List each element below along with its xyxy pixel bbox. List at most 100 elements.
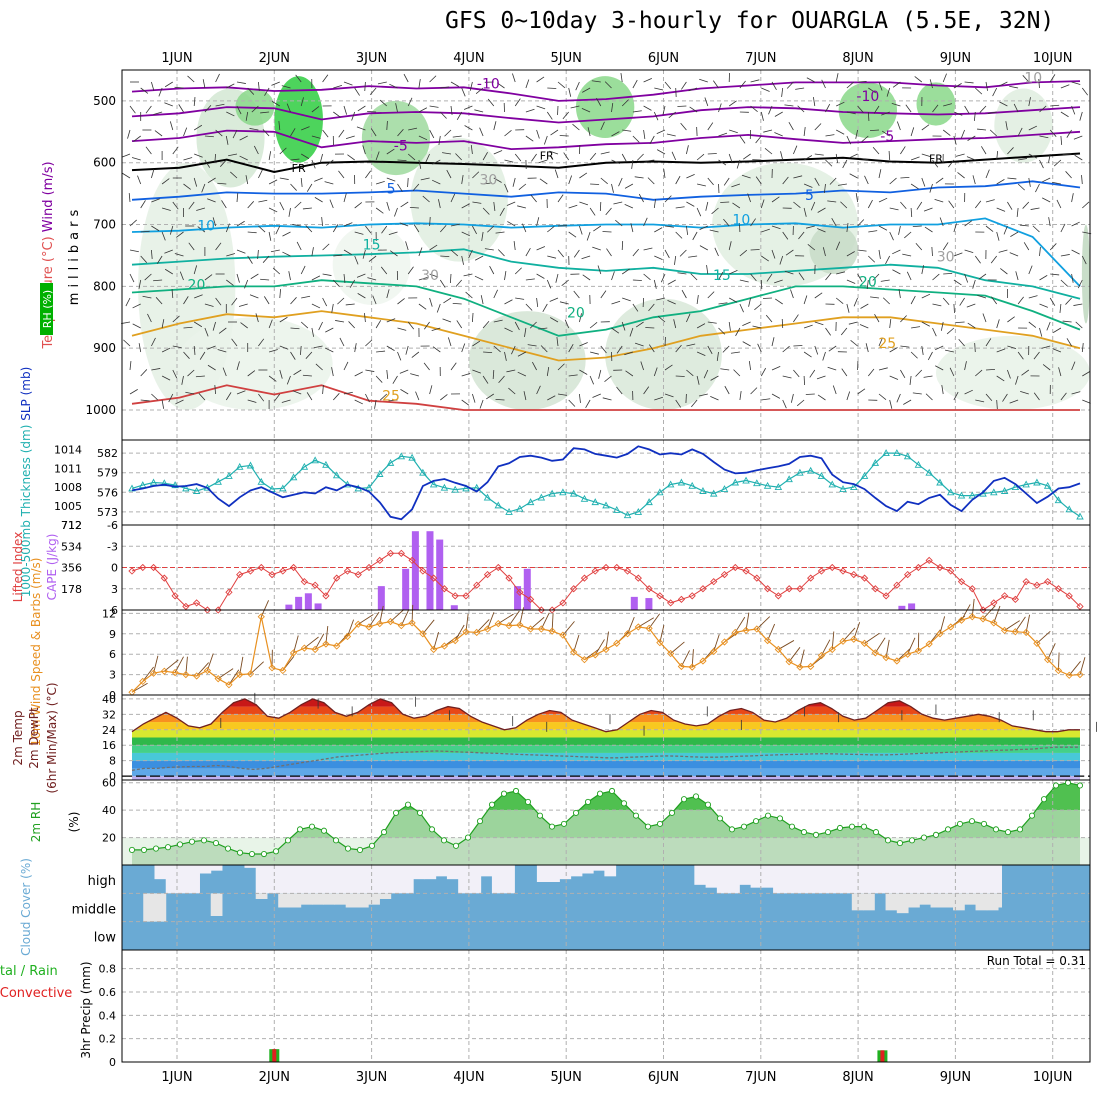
- wind-barb: [198, 393, 206, 401]
- wind-barb: [729, 297, 738, 303]
- isotherm-line: [131, 384, 1080, 411]
- wind-barb: [140, 230, 150, 233]
- wind10m-barb: [250, 661, 264, 675]
- wind-barb: [735, 327, 741, 337]
- chart-title: GFS 0~10day 3-hourly for OUARGLA (5.5E, …: [445, 8, 1055, 34]
- wind-barb: [493, 319, 503, 323]
- wind-barb: [215, 242, 222, 251]
- wind-barb: [882, 297, 890, 305]
- wind-barb: [129, 249, 139, 253]
- temp-band: [132, 706, 1080, 715]
- wind-barb: [128, 192, 131, 203]
- wind-barb: [985, 169, 990, 179]
- rh2m-point: [968, 818, 976, 825]
- wind-barb: [656, 129, 666, 135]
- wind-barb: [793, 175, 803, 179]
- wind10m-barb: [228, 669, 240, 686]
- wind10m-barb: [422, 619, 435, 635]
- wind-barb: [442, 152, 452, 155]
- temp-band: [132, 698, 1080, 707]
- rh2m-point: [1052, 782, 1060, 789]
- wind-barb: [236, 192, 239, 203]
- wind-barb: [325, 347, 334, 353]
- cloud-gap: [593, 865, 605, 871]
- lifted-point: [182, 602, 190, 611]
- wind-barb: [365, 393, 370, 403]
- wind-barb: [1039, 327, 1043, 337]
- wind-barb: [841, 368, 848, 377]
- wind-barb: [910, 127, 915, 137]
- wind-barb: [902, 253, 912, 257]
- wind10m-point: [570, 648, 578, 656]
- wind-barb: [722, 345, 730, 353]
- wind-barb: [514, 321, 520, 331]
- wind-barb: [837, 183, 847, 186]
- lifted-point: [753, 574, 761, 582]
- wind-barb: [386, 120, 388, 131]
- wind-barb: [849, 153, 858, 159]
- wind-barb: [1041, 197, 1051, 203]
- day-label-top: 7JUN: [745, 51, 776, 66]
- wind-barb: [525, 135, 534, 142]
- wind-barb: [155, 297, 163, 305]
- wind-barb: [504, 299, 513, 305]
- rh2m-point: [800, 829, 808, 836]
- wind-barb: [207, 177, 216, 184]
- slp-tick-label: 1005: [54, 500, 82, 513]
- wind-barb: [172, 146, 179, 155]
- wind-barb: [151, 368, 161, 371]
- wind-barb: [496, 82, 505, 89]
- wind-barb: [183, 326, 193, 329]
- wind-barb: [557, 81, 566, 89]
- wind-barb: [236, 273, 240, 283]
- wind-barb: [602, 397, 612, 401]
- wind-barb: [587, 127, 591, 137]
- temp-band: [132, 745, 1080, 753]
- wind-barb: [440, 111, 447, 119]
- wind-barb: [407, 97, 413, 107]
- cloud-gap: [795, 865, 808, 894]
- wind-barb: [846, 303, 850, 313]
- cape-bar: [426, 531, 434, 610]
- wind-barb: [386, 318, 396, 323]
- wind-barb: [761, 255, 769, 262]
- wind-barb: [643, 105, 652, 111]
- wind-barb: [807, 244, 816, 251]
- wind-barb: [270, 249, 280, 253]
- wind-barb: [474, 109, 484, 113]
- wind-barb: [354, 202, 363, 209]
- wind-barb: [272, 267, 281, 275]
- wind10m-point: [149, 669, 158, 677]
- thickness-point: [753, 479, 761, 487]
- lifted-point: [699, 585, 707, 593]
- cloud-gap: [570, 865, 583, 877]
- wind-barb: [964, 389, 973, 395]
- wind-barb: [730, 351, 740, 354]
- cape-bar: [285, 604, 293, 610]
- wind-barb: [517, 351, 527, 357]
- rh2m-point: [824, 829, 832, 836]
- wind-barb: [857, 273, 863, 282]
- thickness-point: [192, 487, 201, 494]
- wind-barb: [388, 399, 398, 402]
- wind-barb: [664, 393, 674, 398]
- wind-barb: [589, 322, 598, 329]
- wind-barb: [739, 249, 748, 257]
- wind-barb: [600, 177, 608, 185]
- cloud-gap: [210, 865, 223, 871]
- wind-barb: [525, 79, 530, 89]
- wind-barb: [1022, 75, 1030, 83]
- wind10m-point: [483, 625, 492, 633]
- rh2m-point: [248, 850, 256, 858]
- wind-barb: [855, 193, 858, 203]
- wind-barb: [742, 341, 751, 347]
- wind-barb: [964, 273, 969, 283]
- wind10m-point: [925, 640, 933, 648]
- rh2m-point: [1040, 796, 1048, 803]
- wind10m-point: [354, 620, 362, 628]
- thickness-point: [537, 493, 546, 501]
- cloud-gap: [356, 893, 369, 908]
- thickness-label: 1000-500mb Thickness (dm): [19, 421, 33, 598]
- rh2m-point: [1076, 782, 1084, 789]
- temp2m-line: [131, 698, 1080, 733]
